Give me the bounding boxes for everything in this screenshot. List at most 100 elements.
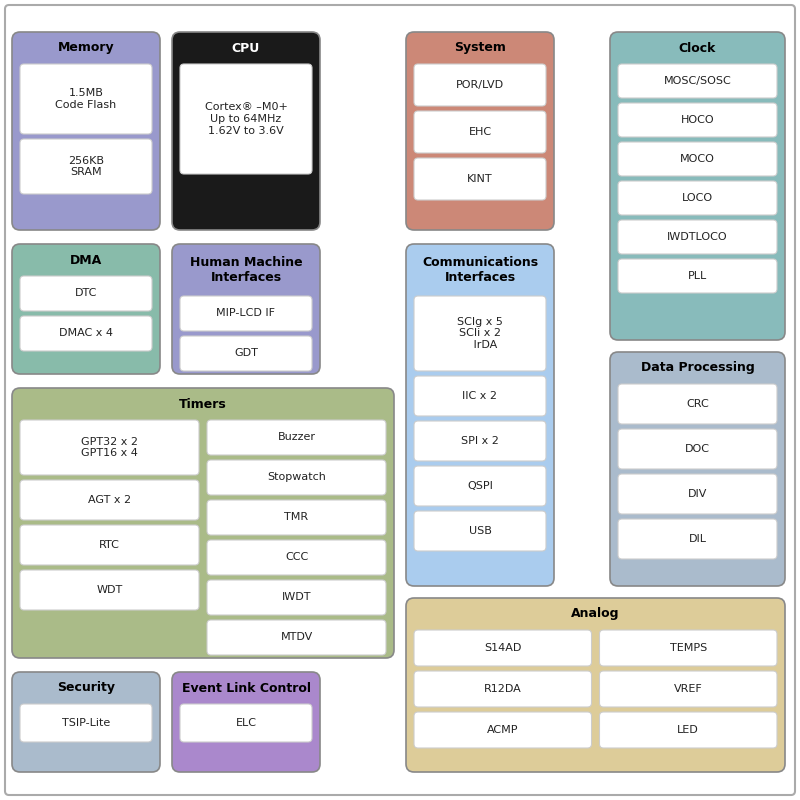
Text: Cortex® –M0+
Up to 64MHz
1.62V to 3.6V: Cortex® –M0+ Up to 64MHz 1.62V to 3.6V [205, 102, 287, 135]
FancyBboxPatch shape [618, 103, 777, 137]
Text: DOC: DOC [685, 444, 710, 454]
Text: Data Processing: Data Processing [641, 362, 754, 374]
FancyBboxPatch shape [20, 420, 199, 475]
FancyBboxPatch shape [406, 244, 554, 586]
FancyBboxPatch shape [20, 570, 199, 610]
FancyBboxPatch shape [618, 142, 777, 176]
FancyBboxPatch shape [618, 384, 777, 424]
FancyBboxPatch shape [12, 672, 160, 772]
Text: QSPI: QSPI [467, 481, 493, 491]
FancyBboxPatch shape [180, 296, 312, 331]
Text: DIL: DIL [689, 534, 706, 544]
FancyBboxPatch shape [414, 511, 546, 551]
Text: MIP-LCD IF: MIP-LCD IF [217, 309, 275, 318]
FancyBboxPatch shape [20, 704, 152, 742]
FancyBboxPatch shape [414, 158, 546, 200]
Text: R12DA: R12DA [484, 684, 522, 694]
FancyBboxPatch shape [180, 336, 312, 371]
Text: VREF: VREF [674, 684, 702, 694]
FancyBboxPatch shape [414, 376, 546, 416]
FancyBboxPatch shape [610, 32, 785, 340]
FancyBboxPatch shape [618, 474, 777, 514]
Text: IWDT: IWDT [282, 593, 311, 602]
FancyBboxPatch shape [414, 64, 546, 106]
Text: Clock: Clock [679, 42, 716, 54]
Text: DTC: DTC [75, 289, 97, 298]
FancyBboxPatch shape [406, 32, 554, 230]
FancyBboxPatch shape [20, 480, 199, 520]
FancyBboxPatch shape [207, 460, 386, 495]
Text: Buzzer: Buzzer [278, 433, 315, 442]
Text: KINT: KINT [467, 174, 493, 184]
FancyBboxPatch shape [618, 220, 777, 254]
Text: DMA: DMA [70, 254, 102, 266]
Text: USB: USB [469, 526, 491, 536]
FancyBboxPatch shape [406, 598, 785, 772]
Text: CRC: CRC [686, 399, 709, 409]
FancyBboxPatch shape [618, 519, 777, 559]
Text: CPU: CPU [232, 42, 260, 54]
FancyBboxPatch shape [618, 259, 777, 293]
FancyBboxPatch shape [618, 181, 777, 215]
Text: Analog: Analog [571, 607, 620, 621]
Text: TEMPS: TEMPS [670, 643, 707, 653]
FancyBboxPatch shape [599, 712, 777, 748]
FancyBboxPatch shape [172, 672, 320, 772]
Text: IIC x 2: IIC x 2 [462, 391, 498, 401]
FancyBboxPatch shape [618, 64, 777, 98]
FancyBboxPatch shape [207, 420, 386, 455]
FancyBboxPatch shape [414, 671, 591, 707]
Text: Human Machine
Interfaces: Human Machine Interfaces [190, 256, 302, 284]
Text: AGT x 2: AGT x 2 [88, 495, 131, 505]
Text: TSIP-Lite: TSIP-Lite [62, 718, 110, 728]
Text: 1.5MB
Code Flash: 1.5MB Code Flash [55, 88, 117, 110]
FancyBboxPatch shape [20, 276, 152, 311]
FancyBboxPatch shape [414, 630, 591, 666]
Text: Event Link Control: Event Link Control [182, 682, 310, 694]
Text: SPI x 2: SPI x 2 [461, 436, 499, 446]
Text: POR/LVD: POR/LVD [456, 80, 504, 90]
Text: System: System [454, 42, 506, 54]
FancyBboxPatch shape [12, 32, 160, 230]
Text: SCIg x 5
SCIi x 2
   IrDA: SCIg x 5 SCIi x 2 IrDA [457, 317, 503, 350]
Text: LOCO: LOCO [682, 193, 713, 203]
Text: CCC: CCC [285, 553, 308, 562]
FancyBboxPatch shape [207, 620, 386, 655]
Text: DIV: DIV [688, 489, 707, 499]
Text: WDT: WDT [96, 585, 122, 595]
FancyBboxPatch shape [414, 111, 546, 153]
FancyBboxPatch shape [414, 466, 546, 506]
FancyBboxPatch shape [610, 352, 785, 586]
Text: HOCO: HOCO [681, 115, 714, 125]
FancyBboxPatch shape [12, 244, 160, 374]
Text: IWDTLOCO: IWDTLOCO [667, 232, 728, 242]
FancyBboxPatch shape [172, 244, 320, 374]
Text: 256KB
SRAM: 256KB SRAM [68, 156, 104, 178]
Text: MTDV: MTDV [280, 633, 313, 642]
Text: PLL: PLL [688, 271, 707, 281]
FancyBboxPatch shape [20, 525, 199, 565]
Text: LED: LED [678, 725, 699, 735]
Text: ELC: ELC [235, 718, 257, 728]
Text: Security: Security [57, 682, 115, 694]
Text: MOSC/SOSC: MOSC/SOSC [664, 76, 731, 86]
Text: ACMP: ACMP [487, 725, 518, 735]
FancyBboxPatch shape [180, 704, 312, 742]
FancyBboxPatch shape [414, 421, 546, 461]
FancyBboxPatch shape [12, 388, 394, 658]
Text: Communications
Interfaces: Communications Interfaces [422, 256, 538, 284]
Text: MOCO: MOCO [680, 154, 715, 164]
FancyBboxPatch shape [20, 316, 152, 351]
Text: RTC: RTC [99, 540, 120, 550]
FancyBboxPatch shape [599, 630, 777, 666]
FancyBboxPatch shape [180, 64, 312, 174]
Text: Stopwatch: Stopwatch [267, 473, 326, 482]
FancyBboxPatch shape [172, 32, 320, 230]
FancyBboxPatch shape [20, 139, 152, 194]
FancyBboxPatch shape [20, 64, 152, 134]
Text: S14AD: S14AD [484, 643, 522, 653]
FancyBboxPatch shape [207, 580, 386, 615]
FancyBboxPatch shape [599, 671, 777, 707]
FancyBboxPatch shape [618, 429, 777, 469]
Text: GPT32 x 2
GPT16 x 4: GPT32 x 2 GPT16 x 4 [81, 437, 138, 458]
